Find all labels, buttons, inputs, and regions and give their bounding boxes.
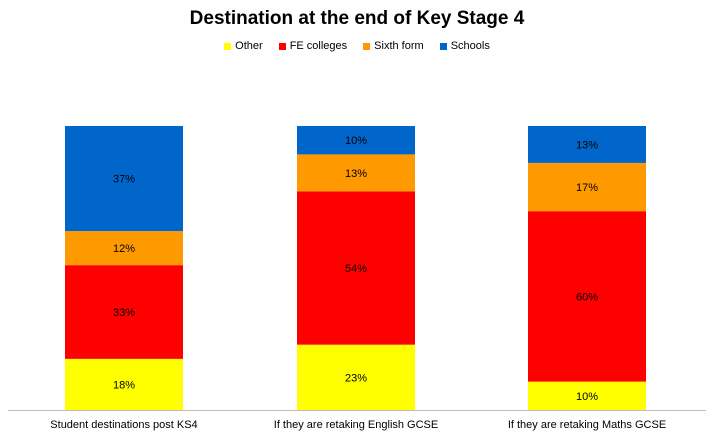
legend-item-sixth-form: Sixth form [363,40,424,52]
legend-label-fe-colleges: FE colleges [289,40,348,52]
data-label-sixth-form-1: 12% [113,243,135,255]
data-label-other-2: 23% [345,372,367,384]
legend-item-schools: Schools [439,40,490,52]
bar-segment-sixth-form-2 [297,154,415,192]
data-label-sixth-form-3: 17% [576,182,598,194]
legend-swatch-sixth-form [363,42,371,50]
data-label-other-1: 18% [113,379,135,391]
data-label-schools-3: 13% [576,139,598,151]
legend-label-other: Other [235,40,263,52]
chart-title: Destination at the end of Key Stage 4 [189,8,525,29]
legend: Other FE colleges Sixth form Schools [0,40,714,52]
data-label-fe-colleges-2: 54% [345,263,367,275]
data-label-schools-1: 37% [113,174,135,186]
legend-item-other: Other [224,40,263,52]
bar-segment-fe-colleges-2 [297,191,415,345]
bar-segment-schools-1 [65,126,183,232]
bar-segment-fe-colleges-3 [528,211,646,382]
data-label-fe-colleges-1: 33% [113,307,135,319]
bar-segment-other-1 [65,358,183,410]
data-label-sixth-form-2: 13% [345,168,367,180]
legend-swatch-schools [439,42,447,50]
data-label-other-3: 10% [576,391,598,403]
data-label-schools-2: 10% [345,135,367,147]
category-label-1: Student destinations post KS4 [50,419,197,431]
legend-swatch-fe-colleges [278,42,286,50]
bar-segment-other-2 [297,344,415,410]
bar-segment-other-3 [528,381,646,410]
bar-segment-schools-3 [528,126,646,163]
legend-label-schools: Schools [450,40,490,52]
data-label-fe-colleges-3: 60% [576,291,598,303]
legend-swatch-other [224,42,232,50]
legend-item-fe-colleges: FE colleges [278,40,348,52]
category-label-2: If they are retaking English GCSE [274,419,438,431]
bar-segment-sixth-form-3 [528,162,646,212]
bar-segment-schools-2 [297,126,415,155]
category-label-3: If they are retaking Maths GCSE [508,419,666,431]
bar-segment-fe-colleges-1 [65,265,183,359]
bar-segment-sixth-form-1 [65,231,183,266]
legend-label-sixth-form: Sixth form [374,40,424,52]
